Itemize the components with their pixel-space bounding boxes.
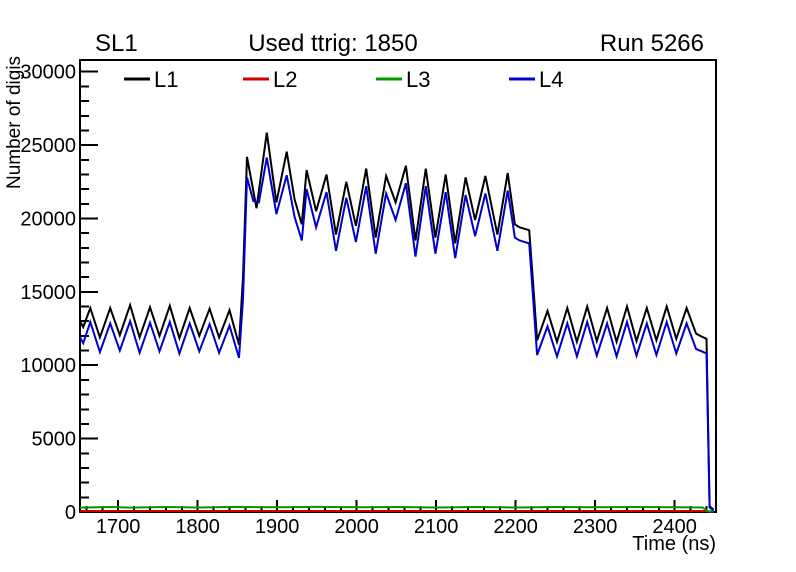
series-lines (79, 132, 715, 513)
x-axis-title: Time (ns) (632, 533, 716, 555)
y-tick-label: 15000 (20, 282, 76, 304)
y-tick-label: 0 (65, 502, 76, 524)
x-tick-label: 2000 (334, 516, 379, 538)
legend-item-l2: L2 (243, 67, 297, 92)
legend: L1 L2 L3 L4 (124, 67, 563, 92)
axis-ticks: 1700 1800 1900 2000 2100 2200 2300 2400 0 5000 100… (20, 62, 708, 538)
series-line-l3 (79, 505, 714, 513)
y-tick-label: 20000 (20, 208, 76, 230)
legend-item-l3: L3 (376, 67, 430, 92)
legend-label-l2: L2 (273, 67, 297, 92)
x-tick-label: 1700 (96, 516, 141, 538)
y-tick-label: 30000 (20, 62, 76, 84)
legend-label-l4: L4 (539, 67, 563, 92)
series-line-l4 (79, 157, 715, 512)
superlayer-title: SL1 (95, 30, 138, 57)
y-tick-label: 10000 (20, 355, 76, 377)
page-title: Used ttrig: 1850 (248, 30, 417, 57)
legend-label-l1: L1 (154, 67, 178, 92)
series-line-l1 (79, 132, 715, 511)
legend-item-l1: L1 (124, 67, 178, 92)
y-axis-title: Number of digis (4, 56, 25, 189)
series-line-l2 (80, 510, 714, 513)
x-tick-label: 2400 (652, 516, 697, 538)
plot-frame (79, 59, 717, 513)
x-tick-label: 1900 (255, 516, 300, 538)
legend-label-l3: L3 (406, 67, 430, 92)
x-tick-label: 1800 (175, 516, 220, 538)
run-number-label: Run 5266 (600, 30, 704, 57)
x-tick-label: 2200 (493, 516, 538, 538)
x-tick-label: 2100 (414, 516, 459, 538)
y-tick-label: 5000 (32, 429, 77, 451)
legend-item-l4: L4 (509, 67, 563, 92)
x-tick-label: 2300 (573, 516, 618, 538)
y-tick-label: 25000 (20, 135, 76, 157)
